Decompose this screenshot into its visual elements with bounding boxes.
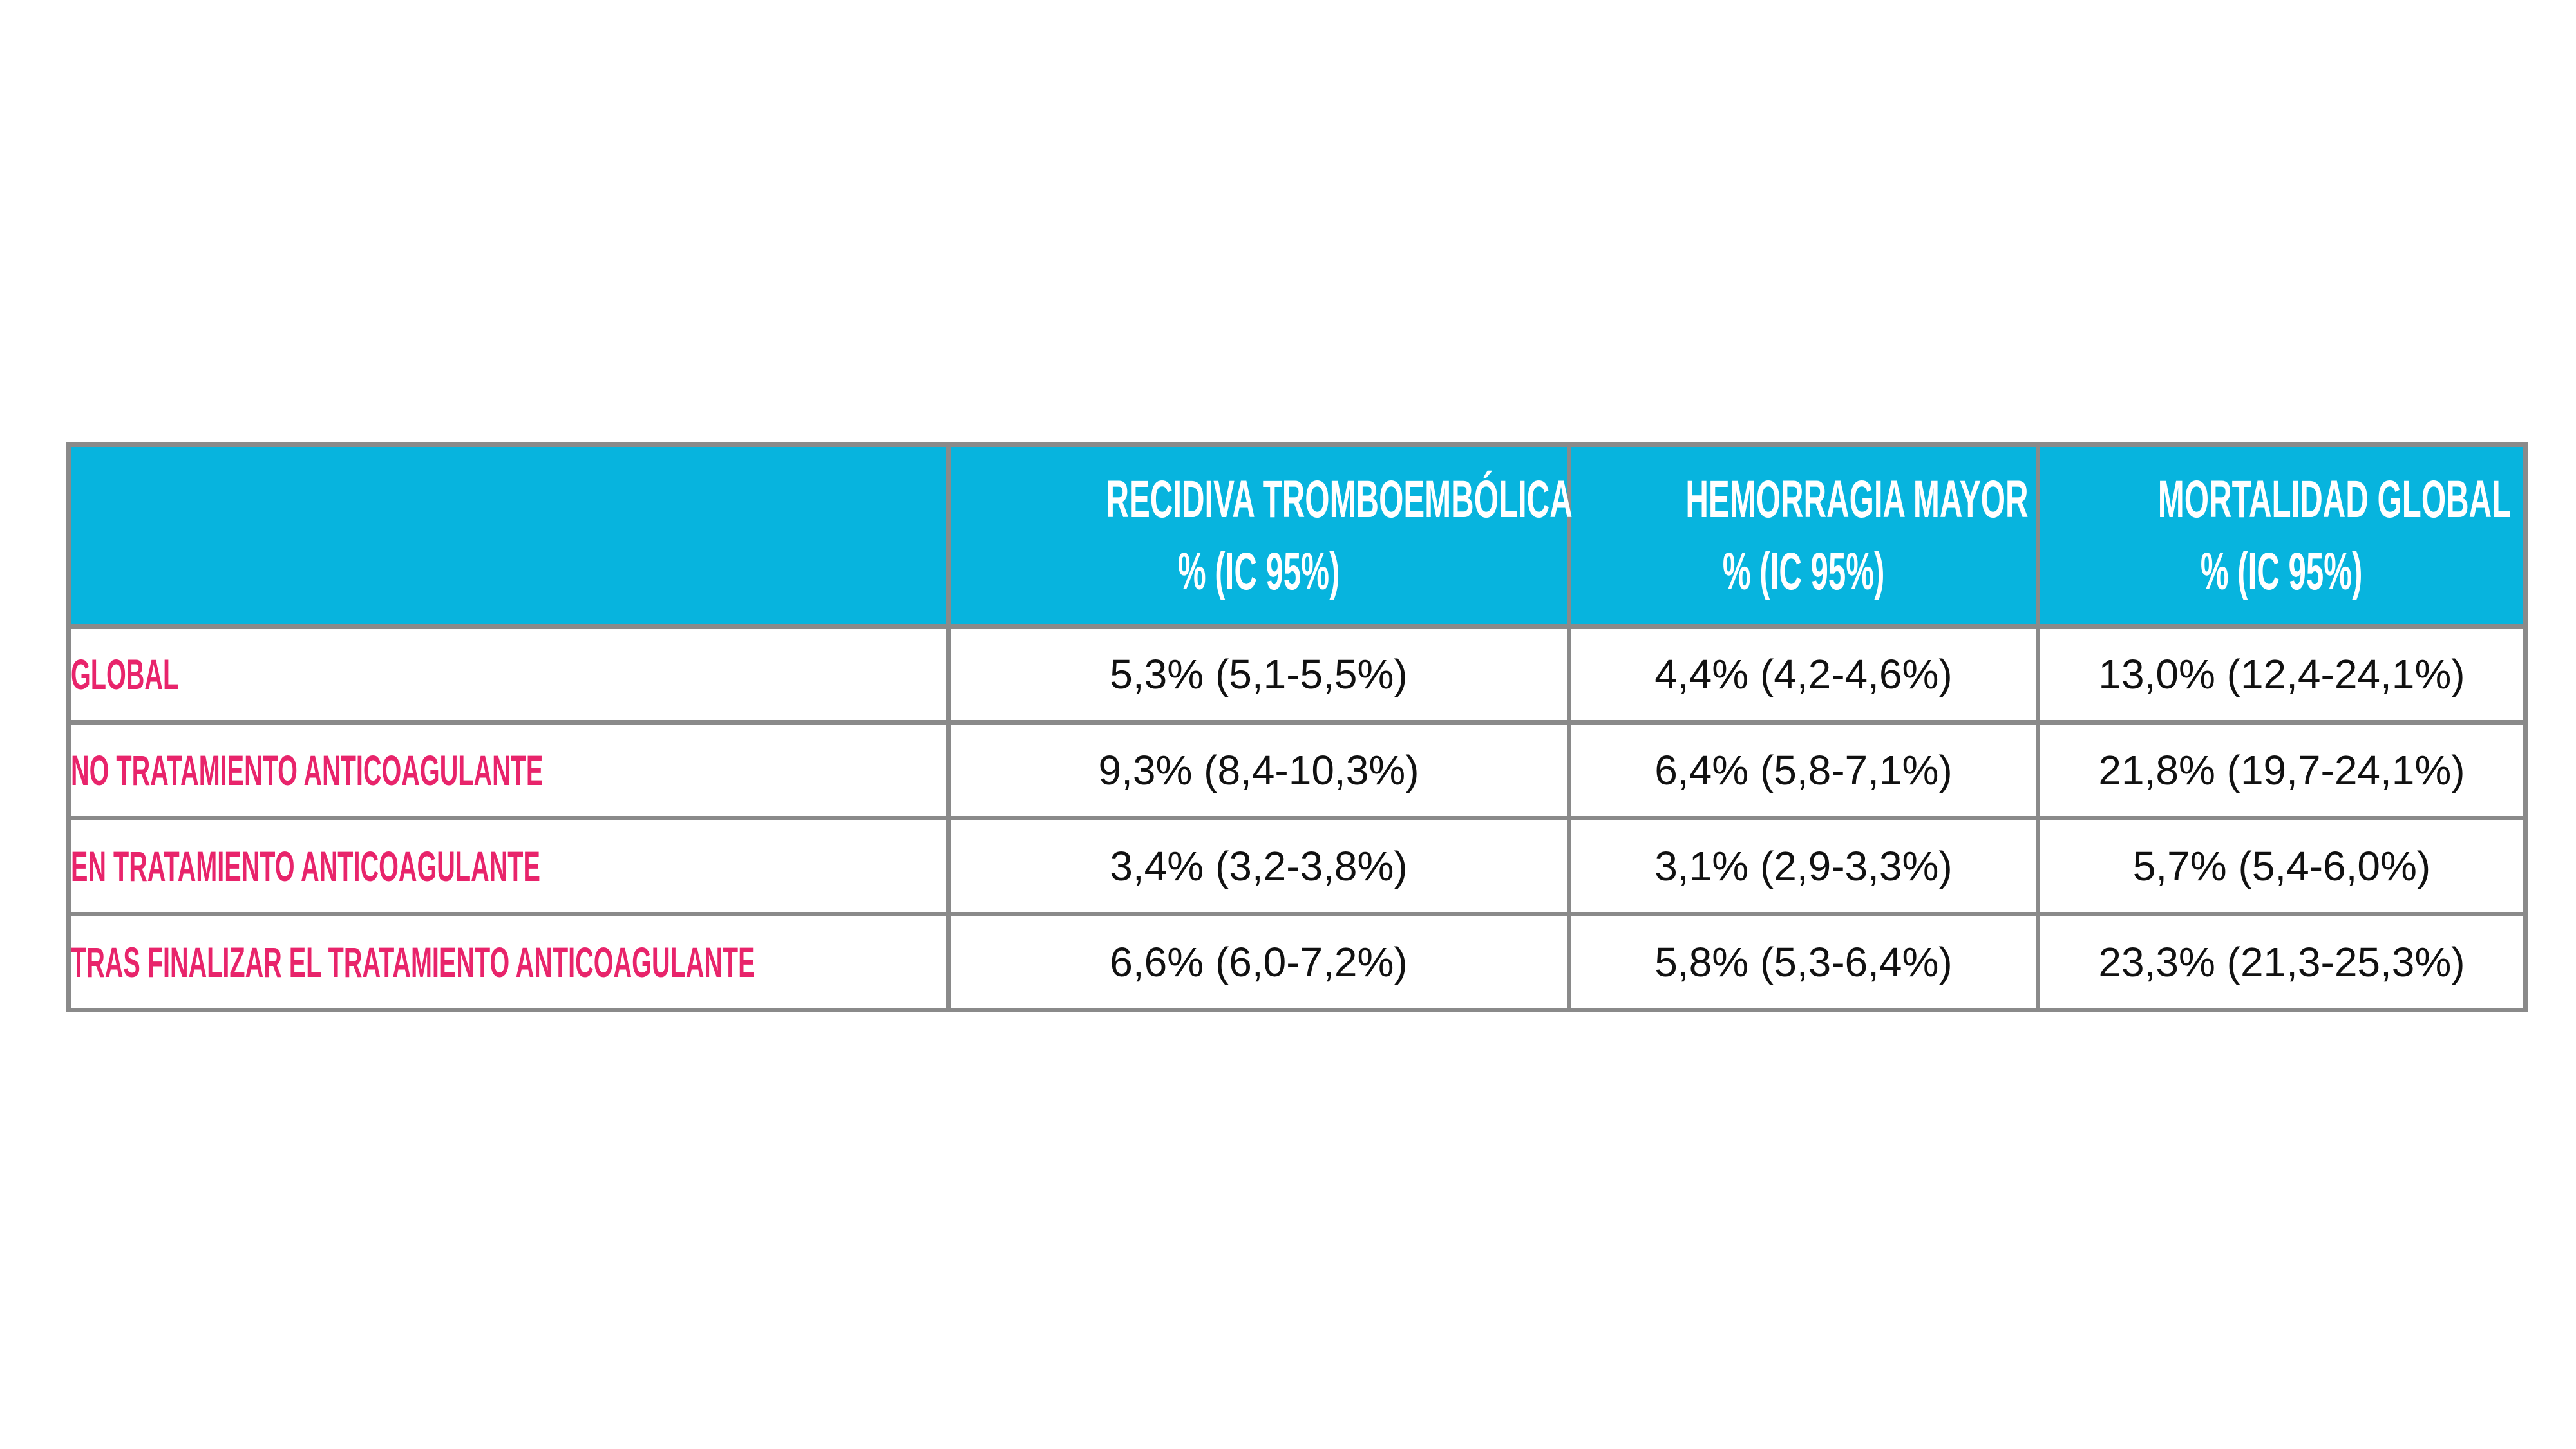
- header-recidiva-unit: % (IC 95%): [1177, 542, 1340, 601]
- cell-recidiva: 3,4% (3,2-3,8%): [946, 816, 1571, 916]
- cell-hemorragia: 3,1% (2,9-3,3%): [1567, 816, 2040, 916]
- header-recidiva-title: RECIDIVA TROMBOEMBÓLICA: [1106, 469, 1573, 529]
- cell-mortalidad: 13,0% (12,4-24,1%): [2036, 624, 2528, 724]
- header-hemorragia-unit: % (IC 95%): [1722, 542, 1885, 601]
- row-label: NO TRATAMIENTO ANTICOAGULANTE: [71, 746, 544, 794]
- cell-recidiva: 9,3% (8,4-10,3%): [946, 720, 1571, 820]
- row-label: EN TRATAMIENTO ANTICOAGULANTE: [71, 842, 540, 890]
- row-label: TRAS FINALIZAR EL TRATAMIENTO ANTICOAGUL…: [71, 938, 755, 986]
- header-recidiva: RECIDIVA TROMBOEMBÓLICA % (IC 95%): [946, 442, 1573, 629]
- row-label-cell: GLOBAL: [66, 624, 951, 724]
- header-mortalidad: MORTALIDAD GLOBAL % (IC 95%): [2036, 442, 2528, 629]
- header-hemorragia-title: HEMORRAGIA MAYOR: [1685, 469, 2029, 529]
- cell-recidiva: 5,3% (5,1-5,5%): [946, 624, 1571, 724]
- row-label-cell: EN TRATAMIENTO ANTICOAGULANTE: [66, 816, 951, 916]
- table-row: EN TRATAMIENTO ANTICOAGULANTE 3,4% (3,2-…: [66, 816, 2528, 916]
- cell-hemorragia: 5,8% (5,3-6,4%): [1567, 912, 2040, 1012]
- cell-mortalidad: 23,3% (21,3-25,3%): [2036, 912, 2528, 1012]
- header-hemorragia: HEMORRAGIA MAYOR % (IC 95%): [1567, 442, 2040, 629]
- cell-recidiva: 6,6% (6,0-7,2%): [946, 912, 1571, 1012]
- row-label-cell: NO TRATAMIENTO ANTICOAGULANTE: [66, 720, 951, 820]
- cell-hemorragia: 4,4% (4,2-4,6%): [1567, 624, 2040, 724]
- table-row: TRAS FINALIZAR EL TRATAMIENTO ANTICOAGUL…: [66, 912, 2528, 1012]
- table-row: GLOBAL 5,3% (5,1-5,5%) 4,4% (4,2-4,6%) 1…: [66, 624, 2528, 724]
- table-row: NO TRATAMIENTO ANTICOAGULANTE 9,3% (8,4-…: [66, 720, 2528, 820]
- row-label: GLOBAL: [71, 650, 179, 698]
- cell-mortalidad: 21,8% (19,7-24,1%): [2036, 720, 2528, 820]
- header-empty: [66, 442, 951, 629]
- cell-hemorragia: 6,4% (5,8-7,1%): [1567, 720, 2040, 820]
- header-mortalidad-title: MORTALIDAD GLOBAL: [2157, 469, 2512, 529]
- row-label-cell: TRAS FINALIZAR EL TRATAMIENTO ANTICOAGUL…: [66, 912, 951, 1012]
- header-row: RECIDIVA TROMBOEMBÓLICA % (IC 95%) HEMOR…: [66, 442, 2528, 629]
- header-mortalidad-unit: % (IC 95%): [2201, 542, 2363, 601]
- cell-mortalidad: 5,7% (5,4-6,0%): [2036, 816, 2528, 916]
- results-table: RECIDIVA TROMBOEMBÓLICA % (IC 95%) HEMOR…: [66, 442, 2528, 1012]
